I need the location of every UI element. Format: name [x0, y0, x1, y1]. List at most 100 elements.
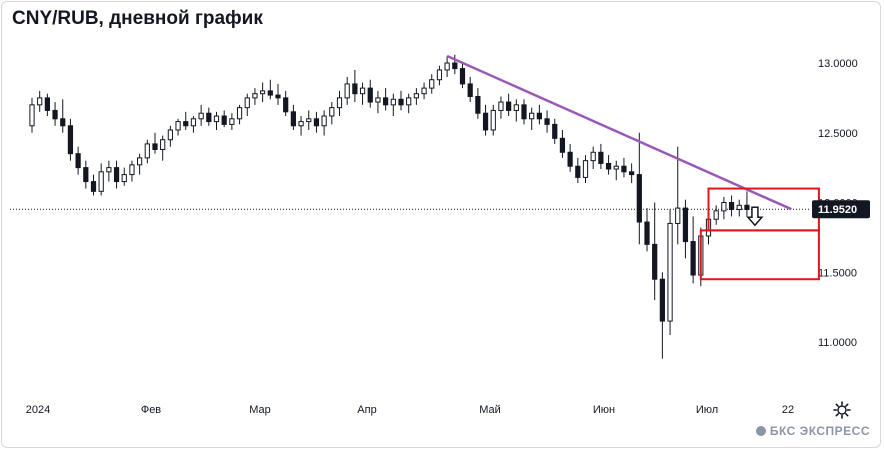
- candle-body[interactable]: [121, 174, 127, 183]
- candle-body[interactable]: [498, 101, 504, 111]
- x-tick-label: Фев: [141, 404, 161, 416]
- candle-body[interactable]: [113, 167, 120, 183]
- candle-body[interactable]: [137, 157, 143, 166]
- candle-body[interactable]: [567, 151, 573, 167]
- candle-body[interactable]: [544, 118, 550, 125]
- candle-body[interactable]: [598, 151, 604, 164]
- candle-body[interactable]: [190, 118, 197, 127]
- candle-body[interactable]: [613, 165, 619, 170]
- candle-body[interactable]: [260, 90, 266, 95]
- candle-body[interactable]: [90, 181, 97, 192]
- candle-body[interactable]: [652, 243, 658, 280]
- candle-body[interactable]: [744, 204, 750, 210]
- candle-body[interactable]: [321, 115, 327, 127]
- candle-body[interactable]: [728, 202, 735, 210]
- candle-body[interactable]: [144, 143, 150, 159]
- candle-body[interactable]: [167, 129, 173, 141]
- candle-body[interactable]: [67, 125, 74, 155]
- candle-body[interactable]: [605, 162, 612, 170]
- candle-body[interactable]: [267, 90, 273, 96]
- candle-body[interactable]: [198, 112, 204, 120]
- candle-body[interactable]: [413, 93, 419, 99]
- candle-body[interactable]: [490, 109, 496, 131]
- candle-body[interactable]: [98, 171, 104, 192]
- candle-body[interactable]: [244, 97, 250, 109]
- candle-body[interactable]: [452, 62, 458, 70]
- candle-body[interactable]: [529, 112, 535, 120]
- red-box[interactable]: [699, 229, 820, 281]
- candle-body[interactable]: [229, 118, 235, 125]
- candle-body[interactable]: [313, 118, 320, 127]
- candle-body[interactable]: [236, 107, 243, 120]
- candle-body[interactable]: [175, 121, 181, 131]
- candle-body[interactable]: [467, 83, 473, 97]
- candle-body[interactable]: [106, 167, 112, 173]
- candle-body[interactable]: [552, 123, 558, 139]
- candle-body[interactable]: [459, 68, 466, 85]
- candle-body[interactable]: [590, 151, 596, 162]
- candle-body[interactable]: [713, 210, 719, 220]
- candle-body[interactable]: [721, 202, 727, 212]
- candle-body[interactable]: [375, 97, 381, 103]
- candle-body[interactable]: [213, 115, 220, 123]
- candle-body[interactable]: [406, 97, 412, 106]
- candle-body[interactable]: [344, 83, 350, 99]
- candle-body[interactable]: [60, 118, 66, 127]
- candle-body[interactable]: [383, 97, 389, 106]
- candle-body[interactable]: [421, 87, 427, 95]
- candle-body[interactable]: [283, 97, 289, 113]
- candle-body[interactable]: [513, 104, 519, 111]
- candle-body[interactable]: [152, 143, 158, 150]
- candle-body[interactable]: [436, 69, 443, 81]
- candle-body[interactable]: [252, 93, 258, 99]
- candle-body[interactable]: [475, 95, 481, 114]
- candle-body[interactable]: [659, 278, 665, 322]
- candle-body[interactable]: [290, 111, 296, 127]
- candle-body[interactable]: [444, 62, 450, 71]
- x-tick-label: Апр: [357, 404, 376, 416]
- candle-body[interactable]: [221, 115, 227, 125]
- candle-body[interactable]: [306, 118, 312, 123]
- candle-body[interactable]: [575, 165, 581, 178]
- candle-body[interactable]: [359, 87, 366, 95]
- gear-icon[interactable]: [832, 400, 852, 420]
- candle-body[interactable]: [352, 83, 358, 95]
- candle-body[interactable]: [690, 241, 696, 276]
- candle-body[interactable]: [559, 137, 566, 153]
- candle-body[interactable]: [621, 165, 627, 173]
- candle-body[interactable]: [329, 107, 335, 117]
- candle-body[interactable]: [37, 97, 43, 106]
- candle-body[interactable]: [75, 153, 81, 169]
- candle-body[interactable]: [390, 98, 396, 106]
- candle-body[interactable]: [482, 112, 489, 131]
- candle-body[interactable]: [521, 104, 527, 120]
- candle-body[interactable]: [275, 94, 281, 99]
- candle-body[interactable]: [367, 87, 373, 103]
- candle-body[interactable]: [44, 97, 50, 111]
- trendline[interactable]: [446, 54, 792, 211]
- candle-body[interactable]: [398, 98, 404, 106]
- candle-body[interactable]: [636, 174, 642, 223]
- last-price-badge: [812, 200, 870, 219]
- candle-body[interactable]: [183, 121, 189, 127]
- candle-body[interactable]: [675, 207, 681, 224]
- candle-body[interactable]: [582, 160, 589, 178]
- candle-body[interactable]: [160, 139, 166, 150]
- candle-body[interactable]: [536, 112, 542, 120]
- candle-body[interactable]: [336, 97, 343, 109]
- candle-body[interactable]: [206, 112, 212, 123]
- candle-body[interactable]: [298, 121, 304, 127]
- candle-body[interactable]: [83, 167, 89, 183]
- candle-body[interactable]: [682, 207, 689, 243]
- candle-body[interactable]: [736, 204, 742, 210]
- candle-body[interactable]: [629, 171, 635, 176]
- x-tick-label: Июн: [593, 404, 615, 416]
- candle-body[interactable]: [429, 79, 435, 89]
- candle-body[interactable]: [667, 222, 673, 322]
- candle-body[interactable]: [506, 101, 512, 111]
- candle-body[interactable]: [644, 221, 650, 245]
- candle-body[interactable]: [29, 104, 35, 127]
- candle-body[interactable]: [52, 109, 58, 120]
- candle-body[interactable]: [129, 164, 135, 176]
